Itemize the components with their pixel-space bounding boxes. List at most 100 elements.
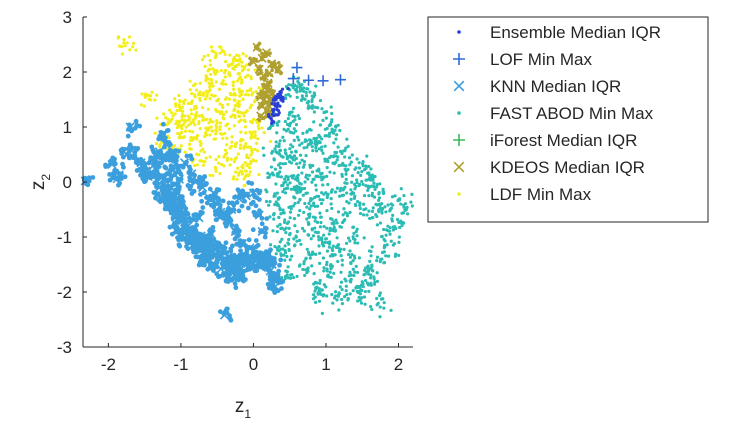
data-point	[293, 187, 298, 191]
data-point	[210, 243, 216, 249]
data-point	[301, 165, 306, 169]
data-point	[292, 158, 296, 162]
data-point	[191, 120, 195, 124]
data-point	[173, 112, 177, 116]
data-point	[336, 123, 340, 127]
data-point	[271, 108, 275, 112]
data-point	[208, 133, 212, 137]
data-point	[333, 150, 337, 154]
data-point	[282, 139, 286, 143]
data-point	[250, 188, 255, 194]
data-point	[232, 87, 236, 91]
data-point	[370, 245, 374, 249]
data-point	[226, 269, 231, 275]
data-point	[235, 227, 240, 233]
data-point	[306, 269, 310, 273]
data-point	[318, 251, 322, 255]
data-point	[288, 147, 292, 151]
data-point	[253, 135, 257, 140]
data-point	[189, 135, 193, 140]
data-point	[108, 158, 114, 164]
data-point	[210, 268, 216, 273]
data-point	[349, 280, 353, 284]
data-point	[347, 156, 352, 160]
data-point	[323, 159, 327, 163]
data-point	[399, 187, 403, 191]
data-point	[318, 123, 322, 127]
data-point	[343, 218, 347, 222]
data-point	[297, 138, 301, 142]
data-point	[227, 97, 231, 101]
data-point	[304, 154, 308, 158]
data-point	[311, 149, 315, 153]
data-point	[222, 117, 226, 121]
data-point	[289, 150, 294, 154]
data-point	[358, 298, 362, 302]
data-point	[397, 235, 401, 239]
data-point	[234, 241, 240, 247]
data-point	[306, 106, 310, 110]
data-point	[266, 85, 270, 90]
data-point	[208, 63, 212, 67]
data-point	[336, 246, 340, 250]
data-point	[372, 181, 376, 185]
data-point	[316, 235, 321, 239]
data-point	[245, 89, 249, 93]
data-point	[204, 233, 209, 239]
data-point	[282, 127, 286, 131]
data-point	[228, 53, 232, 57]
data-point	[250, 250, 256, 255]
data-point	[301, 193, 305, 197]
data-point	[211, 84, 215, 88]
data-point	[339, 280, 344, 284]
data-point	[356, 200, 360, 204]
data-point	[320, 241, 325, 245]
data-point	[283, 258, 287, 262]
data-point	[285, 254, 289, 259]
data-point	[348, 249, 352, 253]
legend-label: KDEOS Median IQR	[490, 158, 645, 177]
data-point	[307, 138, 312, 142]
data-point	[276, 224, 280, 228]
data-point	[375, 296, 379, 301]
data-point	[398, 197, 402, 201]
data-point	[215, 125, 219, 129]
data-point	[283, 251, 288, 255]
data-point	[253, 147, 257, 152]
data-point	[208, 202, 214, 208]
data-point	[248, 245, 254, 251]
data-point	[335, 236, 339, 240]
data-point	[263, 226, 269, 231]
data-point	[253, 130, 257, 134]
data-point	[302, 163, 306, 167]
data-point	[244, 191, 250, 197]
data-point	[128, 153, 134, 159]
data-point	[208, 194, 213, 200]
data-point	[107, 172, 112, 177]
data-point	[236, 166, 240, 170]
data-point	[378, 182, 382, 186]
data-point	[362, 295, 367, 299]
data-point	[386, 203, 390, 207]
data-point	[183, 150, 187, 154]
data-point	[357, 166, 362, 170]
data-point	[227, 313, 232, 319]
data-point	[364, 166, 368, 170]
data-point	[238, 146, 243, 150]
data-point	[168, 176, 174, 182]
data-point	[348, 255, 353, 259]
data-point	[288, 276, 293, 280]
data-point	[369, 254, 373, 258]
data-point	[277, 152, 281, 156]
data-point	[232, 80, 236, 84]
data-point	[233, 93, 238, 97]
data-point	[148, 157, 153, 163]
data-point	[180, 114, 184, 119]
data-point	[276, 174, 281, 179]
data-point	[217, 87, 222, 91]
data-point	[331, 248, 335, 253]
data-point	[107, 177, 113, 183]
data-point	[330, 217, 334, 221]
data-point	[118, 44, 122, 48]
